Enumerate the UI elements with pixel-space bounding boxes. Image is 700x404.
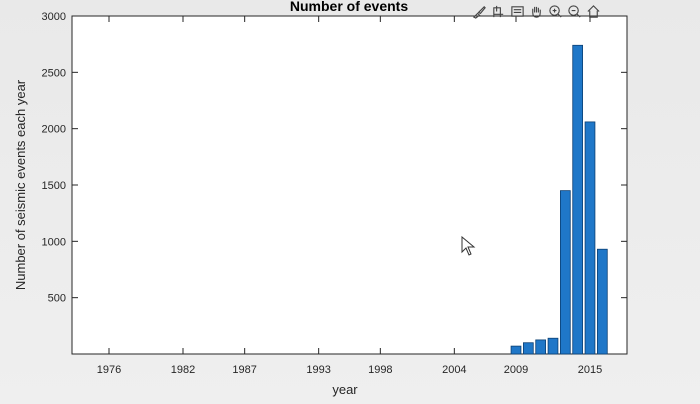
bar-2010 bbox=[523, 342, 534, 355]
home-icon bbox=[586, 4, 600, 18]
y-tick-label: 1500 bbox=[42, 180, 66, 192]
y-tick-label: 2500 bbox=[42, 67, 66, 79]
axes-toolbar bbox=[470, 2, 602, 20]
y-tick-label: 500 bbox=[48, 293, 66, 305]
data-tip-icon bbox=[492, 5, 503, 17]
x-tick-label: 2009 bbox=[504, 364, 528, 376]
x-tick-label: 1982 bbox=[171, 364, 195, 376]
y-tick-label: 3000 bbox=[42, 11, 66, 23]
zoom-in-icon bbox=[548, 4, 562, 18]
x-axis-label: year bbox=[332, 382, 358, 397]
bar-2009 bbox=[510, 345, 522, 355]
axes-background bbox=[71, 15, 628, 355]
bar-2015 bbox=[584, 121, 596, 355]
x-tick-label: 1993 bbox=[306, 364, 330, 376]
y-tick-label: 2000 bbox=[42, 124, 66, 136]
zoom-out-button[interactable] bbox=[565, 2, 583, 20]
legend-button[interactable] bbox=[508, 2, 526, 20]
legend-icon bbox=[510, 5, 524, 17]
bar-2016 bbox=[597, 248, 608, 355]
data-tip-button[interactable] bbox=[489, 2, 507, 20]
x-tick-label: 1998 bbox=[368, 364, 392, 376]
x-tick-label: 1976 bbox=[97, 364, 121, 376]
bar-2011 bbox=[535, 339, 547, 355]
axis-ticks: 500 1000 1500 2000 2500 3000 1976 1982 1987 1993 1… bbox=[42, 11, 627, 376]
x-tick-label: 2015 bbox=[578, 364, 602, 376]
bar-2014 bbox=[572, 44, 584, 355]
y-axis-label: Number of seismic events each year bbox=[13, 79, 28, 290]
home-button[interactable] bbox=[584, 2, 602, 20]
zoom-out-icon bbox=[567, 4, 581, 18]
bar-2013 bbox=[560, 190, 571, 355]
brush-icon bbox=[472, 5, 486, 19]
x-tick-label: 1987 bbox=[232, 364, 256, 376]
x-tick-label: 2004 bbox=[442, 364, 466, 376]
bar-2012 bbox=[547, 337, 559, 355]
pan-button[interactable] bbox=[527, 2, 545, 20]
y-tick-label: 1000 bbox=[42, 236, 66, 248]
bars-group bbox=[510, 44, 608, 355]
mouse-cursor-icon bbox=[461, 236, 476, 256]
chart-title: Number of events bbox=[290, 0, 408, 14]
brush-button[interactable] bbox=[470, 2, 488, 20]
zoom-in-button[interactable] bbox=[546, 2, 564, 20]
pan-hand-icon bbox=[531, 6, 541, 18]
